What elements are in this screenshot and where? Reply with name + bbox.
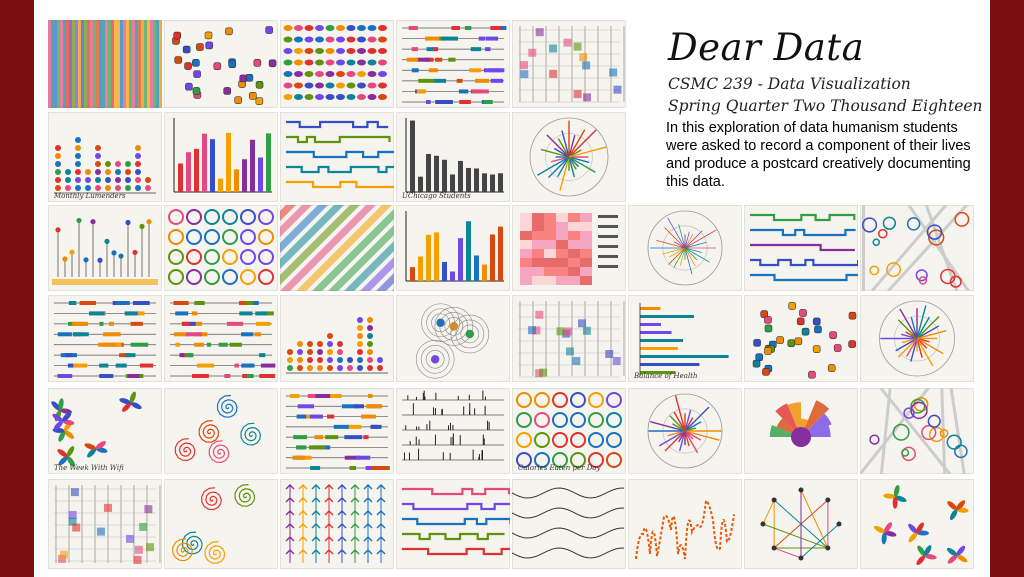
postcard-27: The Week With Wifi: [48, 388, 162, 474]
postcard-9: UChicago Students: [396, 112, 510, 202]
postcard-drawing: Balance of Health: [633, 303, 729, 380]
postcard-drawing: [48, 20, 162, 108]
postcard-42: [860, 479, 974, 569]
postcard-caption: Calories Eaten per Day: [518, 464, 601, 472]
postcard-caption: UChicago Students: [402, 192, 471, 200]
postcard-25: [744, 295, 858, 382]
postcard-drawing: [402, 390, 504, 461]
postcard-35: [48, 479, 162, 569]
postcard-drawing: [647, 393, 723, 469]
title-block: Dear Data CSMC 239 - Data Visualization …: [666, 26, 986, 191]
slide-title: Dear Data: [668, 26, 865, 69]
postcard-drawing: [172, 26, 277, 105]
postcard-drawing: [402, 487, 510, 556]
postcard-drawing: [512, 487, 624, 559]
postcard-17: [744, 205, 858, 291]
postcard-7: [164, 112, 278, 202]
postcard-28: [164, 388, 278, 474]
postcard-31: Calories Eaten per Day: [512, 388, 626, 474]
postcard-36: [164, 479, 278, 569]
postcard-caption: The Week With Wifi: [54, 464, 124, 472]
postcard-10: [512, 112, 626, 202]
postcard-drawing: Monthly Lumenders: [53, 137, 156, 200]
postcard-30: [396, 388, 510, 474]
postcard-20: [164, 295, 278, 382]
postcard-drawing: [752, 302, 857, 379]
postcard-drawing: [173, 118, 272, 193]
postcard-14: [396, 205, 510, 291]
postcard-drawing: [518, 26, 625, 103]
postcard-8: [280, 112, 394, 202]
project-description: In this exploration of data humanism stu…: [666, 120, 971, 190]
postcard-6: Monthly Lumenders: [48, 112, 162, 202]
postcard-23: [512, 295, 626, 382]
postcard-drawing: [647, 210, 723, 286]
postcard-15: [512, 205, 626, 291]
postcard-drawing: [54, 301, 156, 378]
postcard-drawing: [286, 317, 388, 374]
postcard-drawing: [760, 487, 842, 561]
postcard-drawing: [861, 205, 970, 291]
postcard-32: [628, 388, 742, 474]
postcard-drawing: Calories Eaten per Day: [516, 392, 622, 472]
postcard-drawing: [518, 301, 625, 378]
postcard-3: [280, 20, 394, 108]
postcard-drawing: [402, 26, 507, 104]
postcard-5: [512, 20, 626, 108]
postcard-2: [164, 20, 278, 108]
postcard-1: [48, 20, 162, 108]
postcard-drawing: [286, 120, 394, 189]
postcard-21: [280, 295, 394, 382]
postcard-24: Balance of Health: [628, 295, 742, 382]
postcard-drawing: [520, 213, 618, 285]
postcard-41: [744, 479, 858, 569]
postcard-drawing: [283, 25, 387, 100]
postcard-drawing: [168, 209, 274, 285]
postcard-caption: Balance of Health: [633, 372, 698, 380]
postcard-drawing: [769, 400, 832, 447]
postcard-drawing: [170, 301, 276, 378]
postcard-drawing: [860, 388, 968, 474]
postcard-drawing: [405, 211, 504, 282]
postcard-29: [280, 388, 394, 474]
postcard-drawing: [750, 213, 858, 282]
postcard-drawing: [285, 484, 386, 563]
postcard-drawing: The Week With Wifi: [51, 391, 142, 472]
postcard-4: [396, 20, 510, 108]
postcard-drawing: [415, 303, 490, 379]
postcard-33: [744, 388, 858, 474]
postcard-18: [860, 205, 974, 291]
postcard-drawing: UChicago Students: [402, 118, 504, 200]
postcard-drawing: [172, 484, 256, 564]
postcard-13: [280, 205, 394, 291]
postcard-drawing: [874, 484, 969, 565]
postcard-38: [396, 479, 510, 569]
postcard-12: [164, 205, 278, 291]
slide: Monthly Lumenders UChicago Students Balanc…: [34, 0, 990, 577]
postcard-drawing: [879, 300, 955, 377]
postcard-37: [280, 479, 394, 569]
postcard-drawing: [286, 394, 390, 470]
postcard-22: [396, 295, 510, 382]
postcard-drawing: [635, 499, 735, 560]
postcard-16: [628, 205, 742, 291]
postcard-40: [628, 479, 742, 569]
postcard-26: [860, 295, 974, 382]
postcard-19: [48, 295, 162, 382]
postcard-39: [512, 479, 626, 569]
postcard-drawing: [52, 217, 158, 285]
postcard-34: [860, 388, 974, 474]
postcard-drawing: [280, 205, 394, 291]
postcard-caption: Monthly Lumenders: [53, 192, 126, 200]
postcard-drawing: [174, 394, 262, 464]
postcard-drawing: [529, 117, 609, 197]
postcard-drawing: [54, 485, 161, 564]
postcard-11: [48, 205, 162, 291]
course-name: CSMC 239 - Data Visualization: [668, 75, 911, 93]
term-name: Spring Quarter Two Thousand Eighteen: [668, 97, 983, 115]
